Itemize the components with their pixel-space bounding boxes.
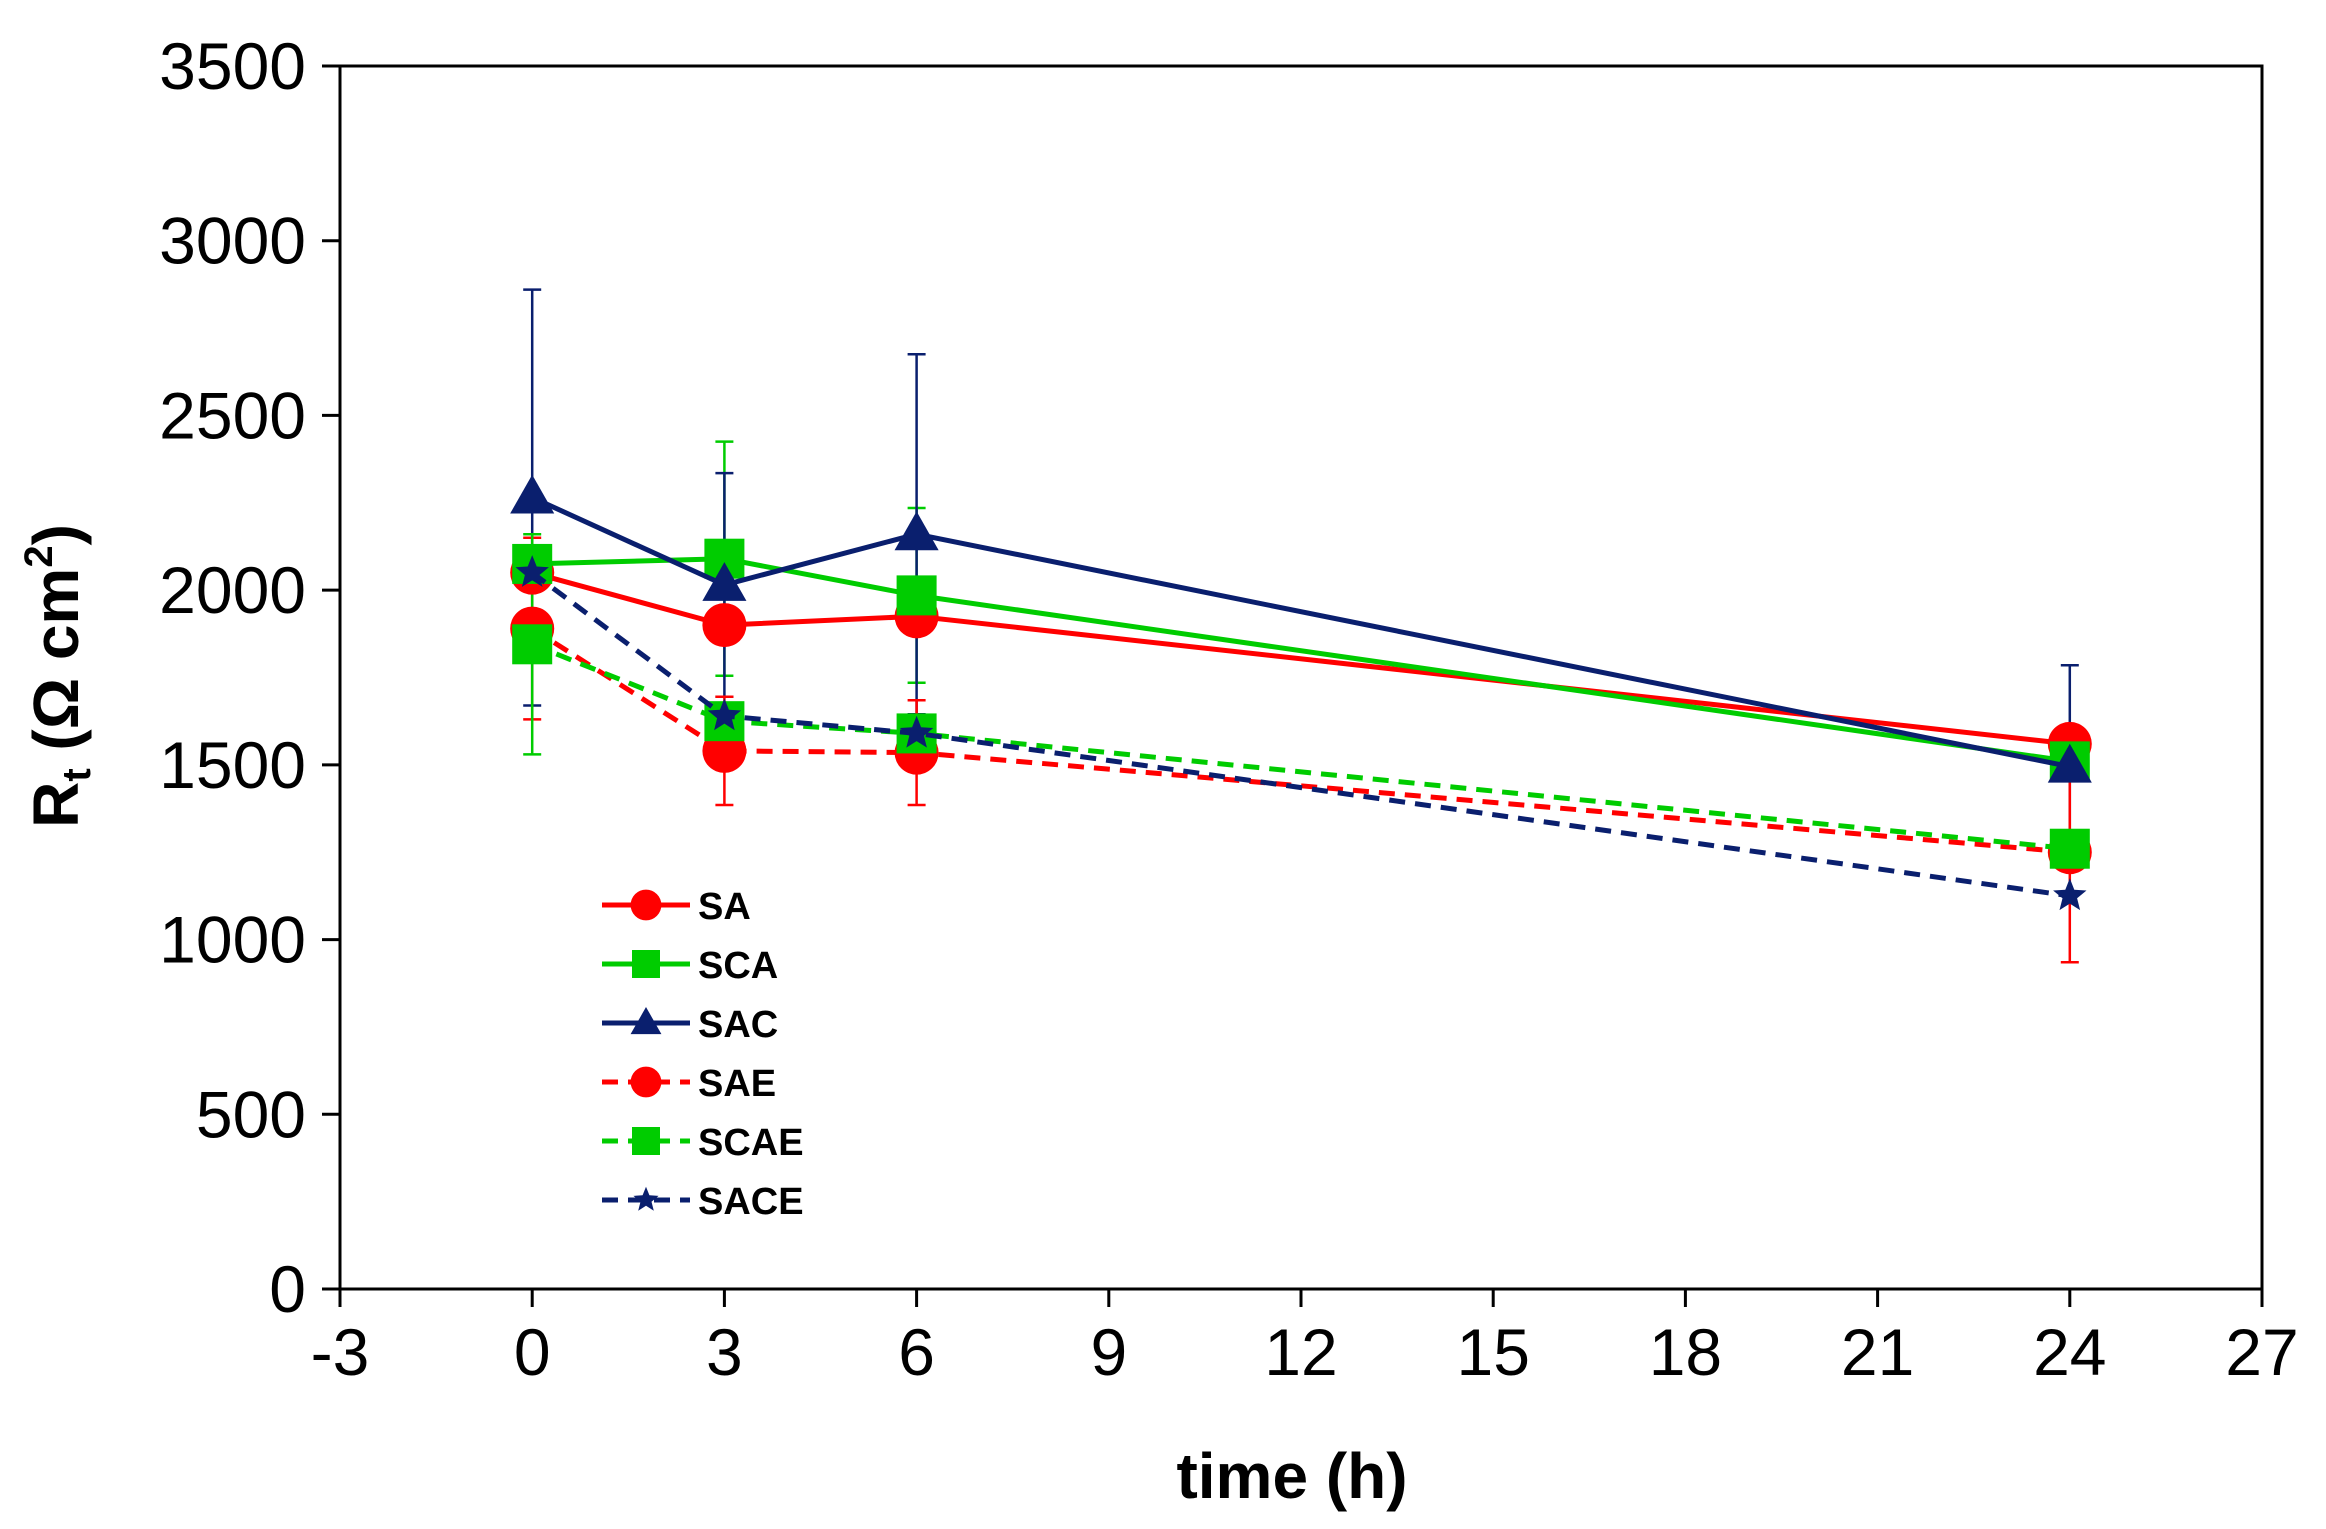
series-sca [512,538,2090,782]
series-sac [510,474,2092,783]
x-tick-label: 15 [1456,1315,1529,1389]
y-axis-title-sub: t [55,768,99,781]
x-tick-label: 18 [1649,1315,1722,1389]
y-axis-title: Rt (Ω cm2) [17,524,99,828]
series-layer [510,288,2092,964]
legend-item-sac: SAC [602,1004,778,1046]
x-tick-label: 3 [706,1315,743,1389]
legend-marker [632,1127,660,1155]
legend-marker [630,889,662,921]
legend-label: SACE [698,1181,804,1223]
x-axis-title: time (h) [1176,1440,1407,1512]
x-axis: -3 0 3 6 9 12 15 18 21 24 27 [311,1289,2299,1389]
data-point [707,698,742,731]
series-sae [510,606,2092,875]
y-tick-label: 1500 [159,728,306,802]
y-tick-label: 500 [196,1077,306,1151]
legend-label: SAC [698,1004,778,1046]
series-line [531,495,2071,770]
legend-marker [632,950,660,978]
x-tick-label: 9 [1090,1315,1127,1389]
y-axis: 0 500 1000 1500 2000 2500 3000 3500 [159,29,340,1326]
series-sa [510,550,2092,766]
series-line [530,626,2071,855]
data-point [512,624,553,665]
y-axis-title-end: ) [20,524,92,545]
legend-label: SAE [698,1063,776,1105]
x-tick-label: 0 [514,1315,551,1389]
y-tick-label: 2000 [159,553,306,627]
x-tick-label: 21 [1841,1315,1914,1389]
y-axis-title-sup: 2 [17,545,61,567]
y-tick-label: 3500 [159,29,306,103]
series-line [532,556,2071,764]
x-tick-label: 6 [898,1315,935,1389]
plot-area [338,64,2264,1291]
data-point [896,575,937,616]
legend-marker [630,1066,662,1098]
legend-label: SCA [698,945,778,987]
error-bars-sae [523,536,2079,964]
legend-label: SCAE [698,1122,804,1164]
x-tick-label: 24 [2033,1315,2106,1389]
series-line [531,641,2071,852]
legend-item-sa: SA [602,886,751,928]
x-tick-label: -3 [311,1315,370,1389]
y-tick-label: 1000 [159,903,306,977]
legend-item-sace: SACE [602,1181,804,1223]
data-point [702,562,747,601]
y-axis-title-rest: (Ω cm [20,568,92,769]
data-point [510,474,555,514]
legend-label: SA [698,886,751,928]
data-point [2047,743,2092,783]
series-sace [515,555,2087,911]
series-line [530,570,2071,899]
data-point [702,603,747,648]
data-point [2049,828,2090,869]
data-point [515,555,549,587]
legend-marker [633,1186,659,1211]
legend-marker [630,1007,662,1035]
data-point [2053,878,2087,911]
data-point [894,511,939,551]
legend-item-sca: SCA [602,945,778,987]
y-tick-label: 0 [269,1252,306,1326]
legend: SA SCA SAC SAE SCAE SACE [602,886,804,1223]
x-tick-label: 27 [2225,1315,2298,1389]
legend-item-scae: SCAE [602,1122,804,1164]
y-tick-label: 2500 [159,378,306,452]
x-tick-label: 12 [1264,1315,1337,1389]
legend-item-sae: SAE [602,1063,776,1105]
data-point [899,715,934,748]
y-tick-label: 3000 [159,204,306,278]
y-axis-title-main: R [20,782,92,828]
